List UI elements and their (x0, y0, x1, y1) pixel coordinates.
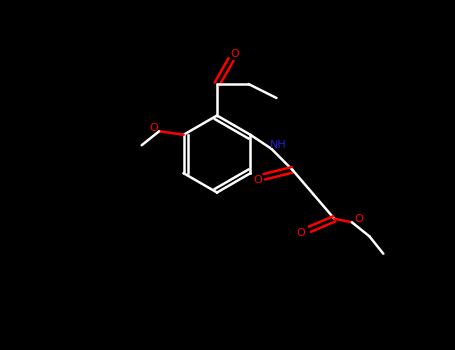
Text: O: O (230, 49, 239, 59)
Text: O: O (354, 214, 363, 224)
Text: O: O (150, 123, 158, 133)
Text: O: O (297, 228, 305, 238)
Text: O: O (253, 175, 262, 185)
Text: NH: NH (270, 140, 287, 150)
